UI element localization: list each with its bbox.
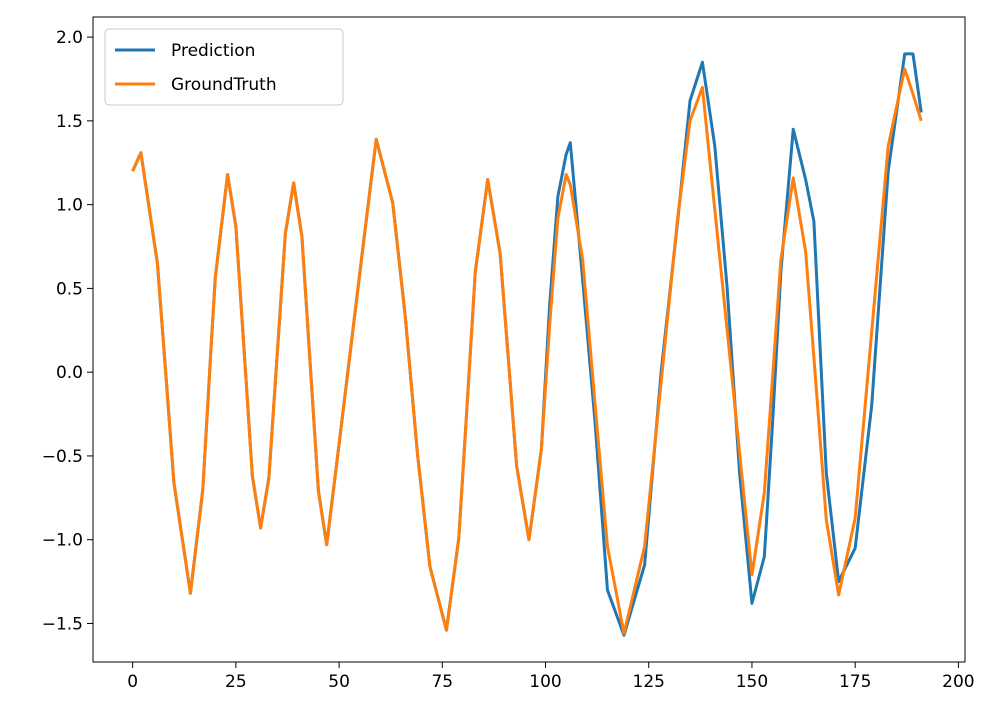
legend-label: GroundTruth [171,75,277,95]
x-tick-label: 100 [529,672,561,692]
x-tick-label: 50 [328,672,350,692]
legend-label: Prediction [171,41,255,61]
y-tick-label: −1.0 [42,531,83,551]
y-tick-label: −0.5 [42,447,83,467]
y-tick-label: 0.5 [56,279,83,299]
y-tick-label: 1.5 [56,112,83,132]
x-tick-label: 175 [839,672,871,692]
y-tick-label: 0.0 [56,363,83,383]
line-series [131,52,923,637]
x-tick-label: 75 [431,672,453,692]
line-series [131,67,923,636]
y-tick-label: −1.5 [42,614,83,634]
x-tick-label: 200 [942,672,974,692]
x-tick-label: 150 [736,672,768,692]
y-tick-label: 2.0 [56,28,83,48]
plot-frame [92,16,966,663]
legend-box [104,28,344,106]
x-tick-label: 0 [127,672,138,692]
x-tick-label: 125 [633,672,665,692]
y-tick-label: 1.0 [56,196,83,216]
x-tick-label: 25 [225,672,247,692]
